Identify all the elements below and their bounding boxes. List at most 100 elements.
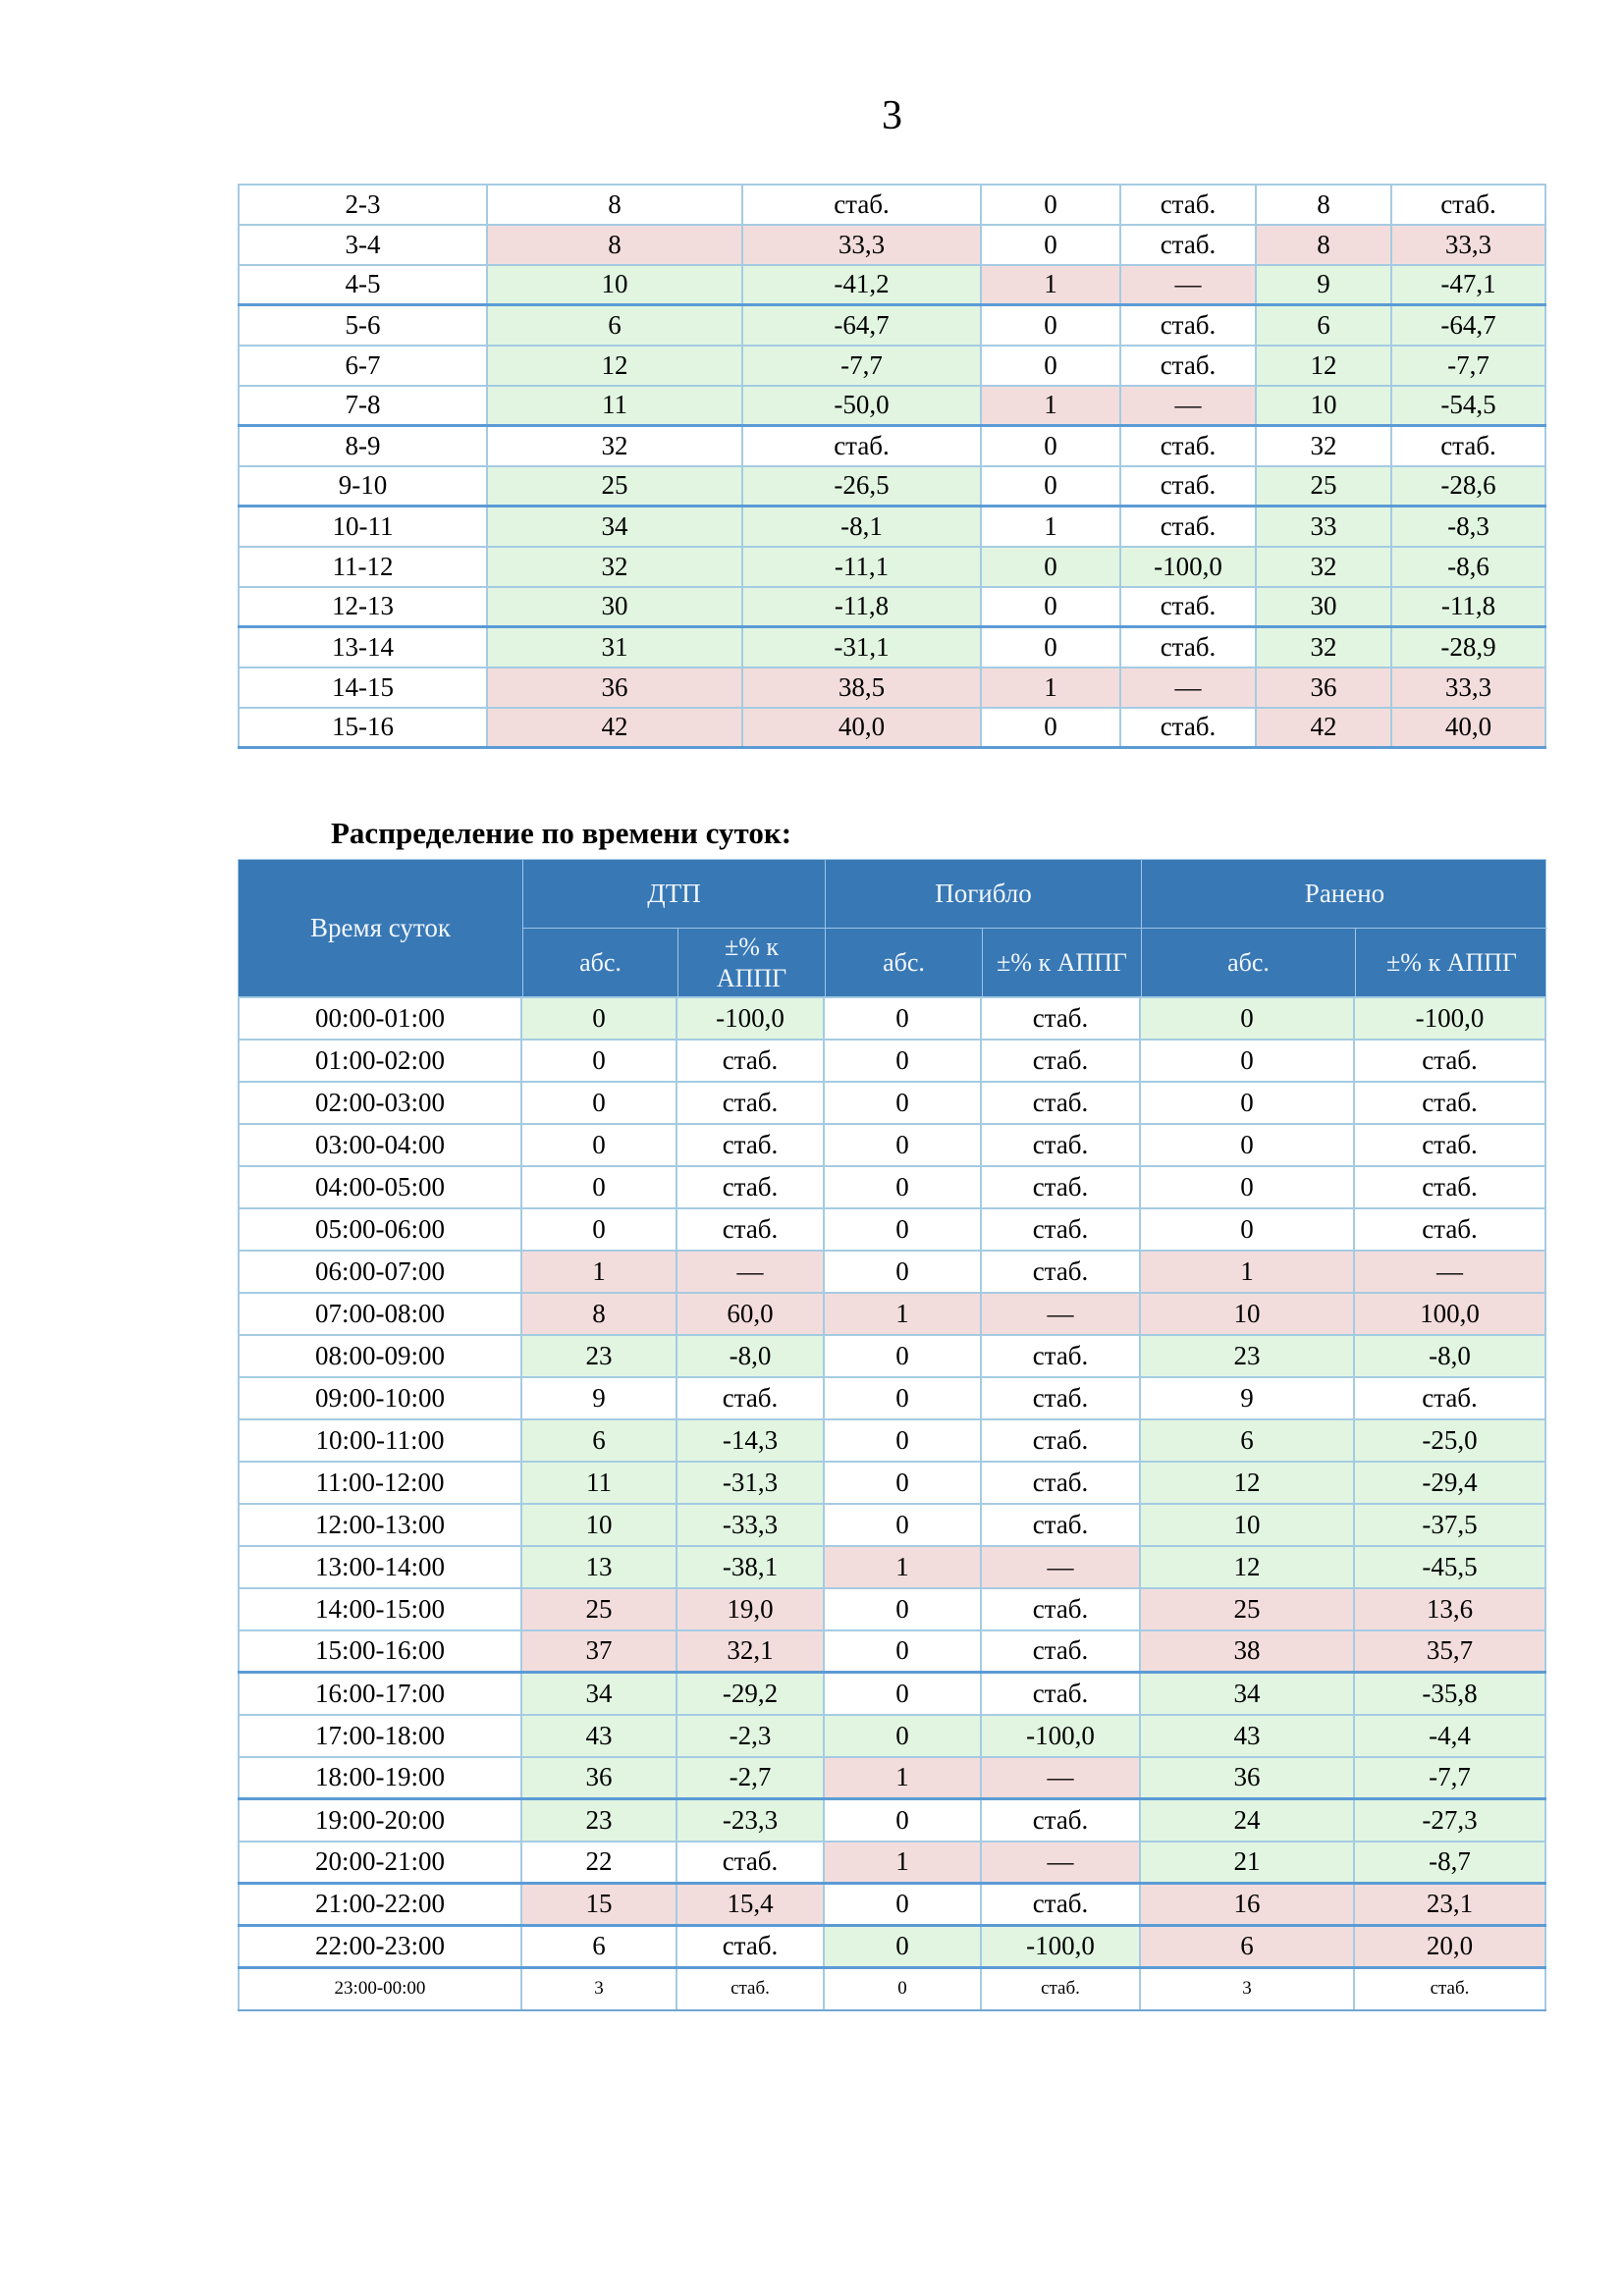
value-cell: — xyxy=(982,1294,1141,1334)
value-cell: 1 xyxy=(982,668,1121,707)
value-cell: стаб. xyxy=(1355,1378,1546,1418)
value-cell: -29,4 xyxy=(1355,1463,1546,1503)
value-cell: 34 xyxy=(488,507,743,546)
value-cell: -27,3 xyxy=(1355,1800,1546,1841)
value-cell: 32 xyxy=(1257,427,1392,465)
row-label-cell: 00:00-01:00 xyxy=(238,998,522,1039)
header-group-injured: Ранено xyxy=(1142,860,1547,929)
value-cell: — xyxy=(982,1547,1141,1587)
table-row: 00:00-01:00 0 -100,0 0 стаб. 0 -100,0 xyxy=(238,998,1546,1041)
row-label-cell: 03:00-04:00 xyxy=(238,1125,522,1165)
value-cell: стаб. xyxy=(677,1927,825,1966)
value-cell: 0 xyxy=(825,1336,982,1376)
table-row: 13-14 31 -31,1 0 стаб. 32 -28,9 xyxy=(238,628,1546,668)
value-cell: — xyxy=(1121,668,1257,707)
table-row: 09:00-10:00 9 стаб. 0 стаб. 9 стаб. xyxy=(238,1378,1546,1420)
value-cell: 23 xyxy=(522,1336,677,1376)
value-cell: 43 xyxy=(522,1716,677,1756)
value-cell: 12 xyxy=(1141,1463,1355,1503)
header-sub-abs-died: абс. xyxy=(826,929,983,996)
value-cell: 24 xyxy=(1141,1800,1355,1841)
row-label-cell: 08:00-09:00 xyxy=(238,1336,522,1376)
table-row: 15:00-16:00 37 32,1 0 стаб. 38 35,7 xyxy=(238,1631,1546,1674)
value-cell: — xyxy=(982,1842,1141,1882)
row-label-cell: 23:00-00:00 xyxy=(238,1969,522,2009)
header-sub-pct-dtp: ±% к АППГ xyxy=(678,929,826,996)
value-cell: 42 xyxy=(1257,709,1392,746)
table-row: 21:00-22:00 15 15,4 0 стаб. 16 23,1 xyxy=(238,1885,1546,1927)
value-cell: — xyxy=(1121,266,1257,303)
value-cell: 0 xyxy=(825,1420,982,1461)
row-label-cell: 18:00-19:00 xyxy=(238,1758,522,1797)
table-row: 22:00-23:00 6 стаб. 0 -100,0 6 20,0 xyxy=(238,1927,1546,1969)
value-cell: 32 xyxy=(1257,548,1392,586)
row-label-cell: 20:00-21:00 xyxy=(238,1842,522,1882)
value-cell: стаб. xyxy=(677,1167,825,1207)
value-cell: 30 xyxy=(488,588,743,625)
row-label-cell: 6-7 xyxy=(238,347,488,385)
value-cell: 6 xyxy=(1141,1420,1355,1461)
value-cell: -11,8 xyxy=(743,588,982,625)
value-cell: 9 xyxy=(1257,266,1392,303)
row-label-cell: 14-15 xyxy=(238,668,488,707)
value-cell: 0 xyxy=(825,1800,982,1841)
value-cell: -38,1 xyxy=(677,1547,825,1587)
value-cell: -4,4 xyxy=(1355,1716,1546,1756)
value-cell: стаб. xyxy=(1121,306,1257,345)
table-header: Время суток ДТП Погибло Ранено абс. ±% к… xyxy=(238,859,1547,998)
row-label-cell: 3-4 xyxy=(238,226,488,264)
value-cell: -7,7 xyxy=(1392,347,1546,385)
value-cell: 0 xyxy=(1141,1209,1355,1250)
value-cell: 0 xyxy=(825,1631,982,1671)
value-cell: 0 xyxy=(1141,1041,1355,1081)
value-cell: 3 xyxy=(1141,1969,1355,2009)
value-cell: 8 xyxy=(488,186,743,224)
value-cell: 10 xyxy=(1141,1505,1355,1545)
row-label-cell: 19:00-20:00 xyxy=(238,1800,522,1841)
value-cell: 42 xyxy=(488,709,743,746)
row-label-cell: 9-10 xyxy=(238,467,488,505)
value-cell: 40,0 xyxy=(1392,709,1546,746)
table-row: 9-10 25 -26,5 0 стаб. 25 -28,6 xyxy=(238,467,1546,507)
value-cell: 36 xyxy=(1257,668,1392,707)
value-cell: стаб. xyxy=(982,998,1141,1039)
value-cell: 40,0 xyxy=(743,709,982,746)
value-cell: -23,3 xyxy=(677,1800,825,1841)
value-cell: стаб. xyxy=(743,186,982,224)
row-label-cell: 5-6 xyxy=(238,306,488,345)
value-cell: 20,0 xyxy=(1355,1927,1546,1966)
value-cell: -8,0 xyxy=(677,1336,825,1376)
row-label-cell: 12:00-13:00 xyxy=(238,1505,522,1545)
value-cell: 34 xyxy=(1141,1674,1355,1714)
table-row: 23:00-00:00 3 стаб. 0 стаб. 3 стаб. xyxy=(238,1969,1546,2011)
table-row: 14:00-15:00 25 19,0 0 стаб. 25 13,6 xyxy=(238,1589,1546,1631)
table-row: 5-6 6 -64,7 0 стаб. 6 -64,7 xyxy=(238,306,1546,347)
table-row: 16:00-17:00 34 -29,2 0 стаб. 34 -35,8 xyxy=(238,1674,1546,1716)
value-cell: стаб. xyxy=(1121,347,1257,385)
value-cell: 0 xyxy=(825,1252,982,1292)
table-row: 8-9 32 стаб. 0 стаб. 32 стаб. xyxy=(238,427,1546,467)
row-label-cell: 21:00-22:00 xyxy=(238,1885,522,1924)
table-row: 6-7 12 -7,7 0 стаб. 12 -7,7 xyxy=(238,347,1546,387)
value-cell: 23,1 xyxy=(1355,1885,1546,1924)
value-cell: 30 xyxy=(1257,588,1392,625)
table-row: 10-11 34 -8,1 1 стаб. 33 -8,3 xyxy=(238,507,1546,548)
value-cell: стаб. xyxy=(677,1378,825,1418)
value-cell: -25,0 xyxy=(1355,1420,1546,1461)
table-row: 19:00-20:00 23 -23,3 0 стаб. 24 -27,3 xyxy=(238,1800,1546,1842)
value-cell: -100,0 xyxy=(982,1716,1141,1756)
row-label-cell: 22:00-23:00 xyxy=(238,1927,522,1966)
table-row: 08:00-09:00 23 -8,0 0 стаб. 23 -8,0 xyxy=(238,1336,1546,1378)
value-cell: 11 xyxy=(488,387,743,424)
value-cell: -100,0 xyxy=(982,1927,1141,1966)
value-cell: стаб. xyxy=(1392,427,1546,465)
value-cell: -54,5 xyxy=(1392,387,1546,424)
value-cell: стаб. xyxy=(1121,467,1257,505)
value-cell: стаб. xyxy=(982,1420,1141,1461)
value-cell: 36 xyxy=(1141,1758,1355,1797)
value-cell: стаб. xyxy=(1121,186,1257,224)
value-cell: 0 xyxy=(522,1125,677,1165)
value-cell: стаб. xyxy=(982,1969,1141,2009)
value-cell: 0 xyxy=(982,709,1121,746)
value-cell: -8,3 xyxy=(1392,507,1546,546)
